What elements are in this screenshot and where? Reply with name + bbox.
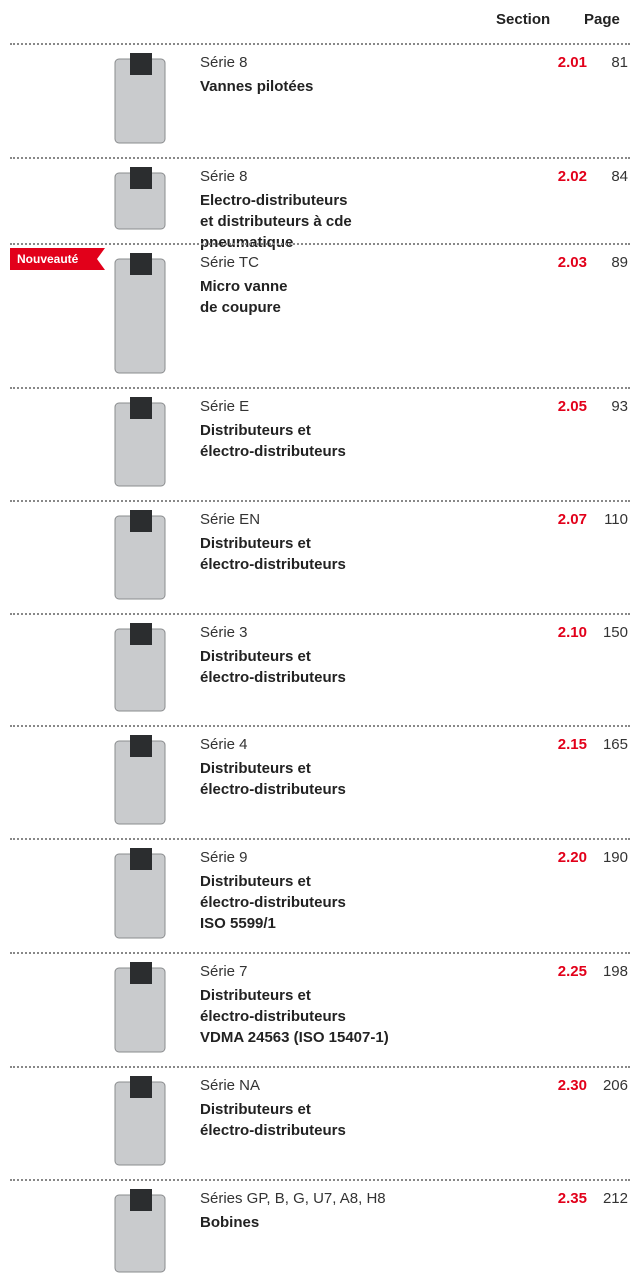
series: Série 8: [200, 54, 248, 71]
page-number: 150: [578, 624, 628, 641]
product-name: VDMA 24563 (ISO 15407-1): [200, 1029, 389, 1046]
product-name: électro-distributeurs: [200, 1122, 346, 1139]
product-image: [85, 508, 195, 607]
page-number: 93: [578, 398, 628, 415]
row-divider: [10, 500, 630, 502]
section-header: Section: [496, 11, 550, 28]
page-number: 89: [578, 254, 628, 271]
row-divider: [10, 838, 630, 840]
product-name: électro-distributeurs: [200, 781, 346, 798]
page-number: 206: [578, 1077, 628, 1094]
row-divider: [10, 1066, 630, 1068]
page-number: 165: [578, 736, 628, 753]
product-name: Distributeurs et: [200, 422, 311, 439]
page-number: 110: [578, 511, 628, 528]
product-name: et distributeurs à cde: [200, 213, 352, 230]
product-image: [85, 1187, 195, 1280]
product-image: [85, 846, 195, 946]
page-number: 84: [578, 168, 628, 185]
product-name: électro-distributeurs: [200, 669, 346, 686]
product-name: Distributeurs et: [200, 535, 311, 552]
product-name: Vannes pilotées: [200, 78, 313, 95]
badge: Nouveauté: [17, 252, 78, 266]
product-name: Distributeurs et: [200, 873, 311, 890]
row-divider: [10, 243, 630, 245]
page-header: Page: [584, 11, 620, 28]
catalog-page: Section Page Série 8Vannes pilotées2.018…: [0, 0, 642, 1286]
series: Séries GP, B, G, U7, A8, H8: [200, 1190, 386, 1207]
product-image: [85, 621, 195, 719]
series: Série 9: [200, 849, 248, 866]
product-name: Micro vanne: [200, 278, 288, 295]
product-name: Bobines: [200, 1214, 259, 1231]
product-image: [85, 395, 195, 494]
product-name: Electro-distributeurs: [200, 192, 348, 209]
series: Série 7: [200, 963, 248, 980]
page-number: 190: [578, 849, 628, 866]
page-number: 198: [578, 963, 628, 980]
series: Série NA: [200, 1077, 260, 1094]
product-image: [85, 251, 195, 381]
row-divider: [10, 43, 630, 45]
product-name: Distributeurs et: [200, 760, 311, 777]
series: Série 4: [200, 736, 248, 753]
product-name: Distributeurs et: [200, 648, 311, 665]
page-number: 212: [578, 1190, 628, 1207]
product-image: [85, 1074, 195, 1173]
product-name: ISO 5599/1: [200, 915, 276, 932]
row-divider: [10, 613, 630, 615]
product-name: de coupure: [200, 299, 281, 316]
series: Série EN: [200, 511, 260, 528]
row-divider: [10, 387, 630, 389]
row-divider: [10, 157, 630, 159]
series: Série 3: [200, 624, 248, 641]
product-image: [85, 733, 195, 832]
product-image: [85, 960, 195, 1060]
product-image: [85, 51, 195, 151]
series: Série 8: [200, 168, 248, 185]
series: Série TC: [200, 254, 259, 271]
product-name: électro-distributeurs: [200, 894, 346, 911]
product-name: électro-distributeurs: [200, 1008, 346, 1025]
row-divider: [10, 952, 630, 954]
product-name: électro-distributeurs: [200, 443, 346, 460]
page-number: 81: [578, 54, 628, 71]
row-divider: [10, 1179, 630, 1181]
product-image: [85, 165, 195, 237]
series: Série E: [200, 398, 249, 415]
product-name: électro-distributeurs: [200, 556, 346, 573]
row-divider: [10, 725, 630, 727]
product-name: Distributeurs et: [200, 1101, 311, 1118]
product-name: Distributeurs et: [200, 987, 311, 1004]
